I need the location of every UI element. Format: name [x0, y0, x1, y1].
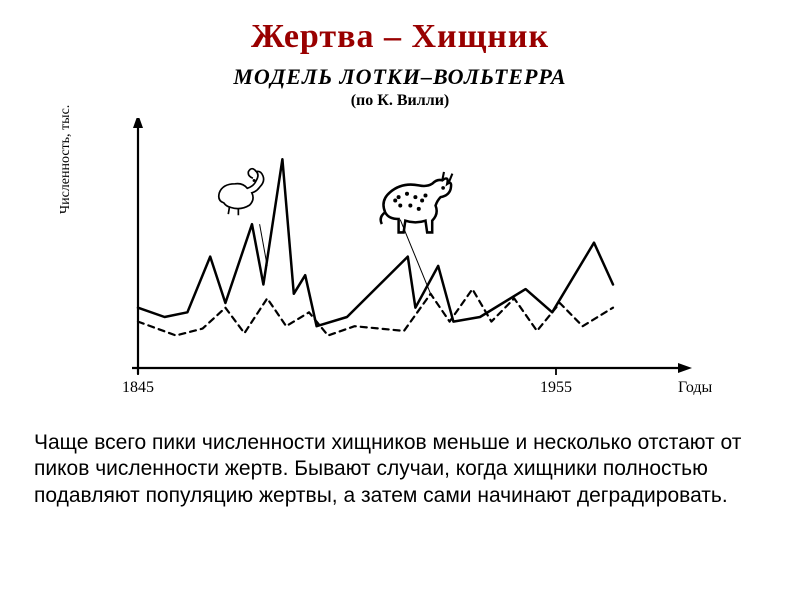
- hare-icon: [219, 169, 264, 215]
- explanatory-text: Чаще всего пики численности хищников мен…: [34, 430, 766, 509]
- y-axis-label: Численность, тыс.: [58, 105, 74, 214]
- chart-subtitle-paren: (по К. Вилли): [80, 92, 720, 110]
- chart-container: МОДЕЛЬ ЛОТКИ–ВОЛЬТЕРРА (по К. Вилли) Чис…: [80, 64, 720, 418]
- prey-line: [138, 159, 613, 326]
- svg-text:1845: 1845: [122, 379, 154, 396]
- main-title: Жертва – Хищник: [30, 18, 770, 56]
- predator-line: [138, 289, 613, 335]
- svg-text:1955: 1955: [540, 379, 572, 396]
- slide: Жертва – Хищник МОДЕЛЬ ЛОТКИ–ВОЛЬТЕРРА (…: [0, 0, 800, 600]
- lynx-icon: [381, 172, 453, 232]
- svg-text:Годы: Годы: [678, 379, 713, 396]
- lotka-volterra-chart: 1845 1955 Годы: [80, 118, 720, 418]
- chart-subtitle: МОДЕЛЬ ЛОТКИ–ВОЛЬТЕРРА: [80, 64, 720, 90]
